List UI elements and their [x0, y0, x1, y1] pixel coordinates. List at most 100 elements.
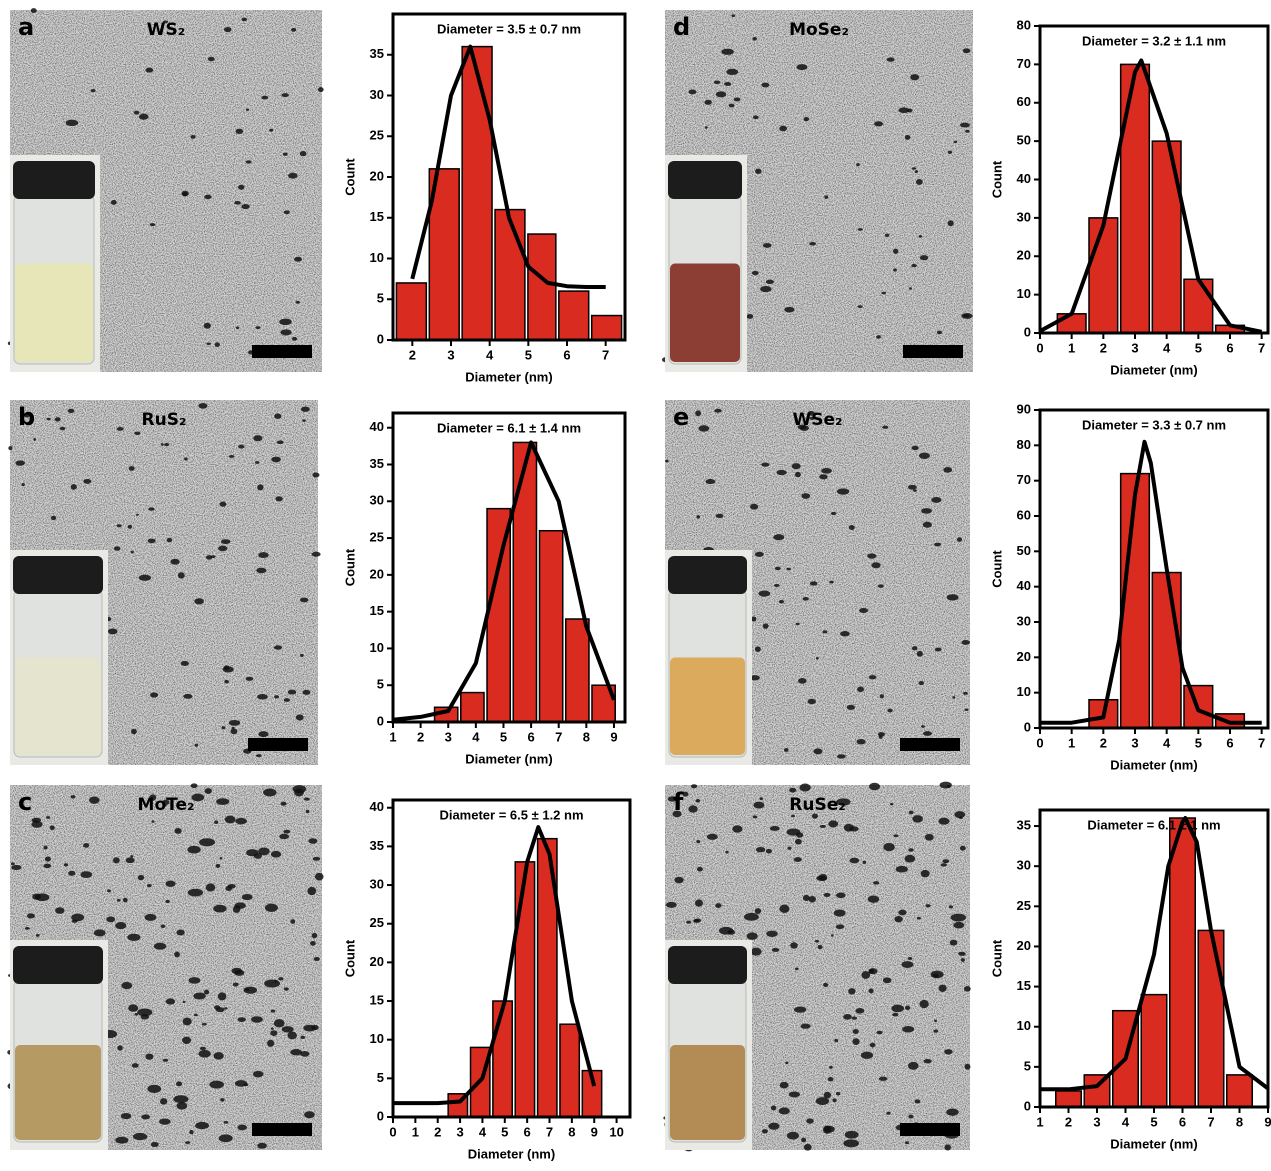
nanoparticle [752, 115, 759, 120]
nanoparticle [237, 1124, 247, 1131]
nanoparticle [313, 956, 320, 962]
nanoparticle [31, 817, 42, 823]
nanoparticle [35, 933, 40, 937]
nanoparticle [705, 479, 716, 485]
nanoparticle [147, 538, 156, 544]
nanoparticle [952, 696, 956, 699]
nanoparticle [867, 553, 877, 559]
nanoparticle [176, 1081, 183, 1087]
nanoparticle [794, 838, 802, 845]
nanoparticle [844, 1130, 859, 1139]
nanoparticle [819, 474, 828, 480]
nanoparticle [837, 754, 846, 759]
nanoparticle [193, 992, 206, 1000]
nanoparticle [833, 909, 846, 917]
nanoparticle [725, 850, 729, 854]
y-tick-label: 0 [377, 331, 384, 346]
vial-cap [13, 946, 103, 984]
nanoparticle [214, 1005, 221, 1010]
nanoparticle [836, 798, 851, 806]
nanoparticle [936, 330, 943, 335]
nanoparticle [299, 597, 309, 603]
nanoparticle [891, 1004, 905, 1013]
nanoparticle [823, 1091, 832, 1099]
nanoparticle [145, 67, 154, 73]
nanoparticle [713, 80, 721, 85]
nanoparticle [224, 26, 232, 33]
tem-image: f RuSe₂ [663, 781, 971, 1152]
nanoparticle [205, 883, 216, 892]
nanoparticle [283, 698, 291, 702]
panel-label: c [18, 788, 32, 816]
nanoparticle [311, 932, 318, 939]
nanoparticle [43, 863, 52, 869]
x-tick-label: 4 [1163, 340, 1171, 355]
y-tick-label: 50 [1017, 543, 1031, 558]
x-tick-label: 2 [1100, 340, 1107, 355]
nanoparticle [137, 1008, 153, 1017]
nanoparticle [146, 883, 152, 888]
nanoparticle [962, 48, 971, 54]
nanoparticle [849, 857, 860, 864]
nanoparticle [282, 152, 288, 156]
nanoparticle [264, 979, 281, 988]
material-label: WSe₂ [793, 410, 843, 430]
nanoparticle [815, 657, 819, 660]
nanoparticle [235, 326, 240, 330]
nanoparticle [311, 1024, 319, 1031]
nanoparticle [946, 1108, 959, 1116]
nanoparticle [30, 8, 37, 14]
nanoparticle [915, 179, 923, 185]
nanoparticle [241, 17, 248, 22]
nanoparticle [914, 170, 918, 174]
nanoparticle [919, 999, 929, 1009]
nanoparticle [241, 203, 250, 210]
nanoparticle [128, 466, 135, 471]
nanoparticle [300, 1035, 306, 1039]
nanoparticle [916, 916, 921, 920]
nanoparticle [312, 472, 320, 478]
nanoparticle [765, 279, 775, 285]
nanoparticle [834, 1038, 839, 1043]
fit-curve [392, 440, 616, 722]
histogram-bar [558, 290, 590, 341]
nanoparticle [182, 1000, 186, 1004]
x-tick-label: 2 [434, 1124, 441, 1139]
nanoparticle [213, 904, 227, 913]
material-label: RuSe₂ [789, 795, 845, 815]
nanoparticle [752, 815, 758, 819]
nanoparticle [795, 832, 804, 838]
nanoparticle [215, 863, 221, 868]
nanoparticle [241, 894, 253, 901]
nanoparticle [776, 469, 787, 476]
nanoparticle [116, 427, 124, 431]
nanoparticle [882, 977, 892, 984]
y-tick-label: 0 [1024, 1098, 1031, 1113]
nanoparticle [886, 1111, 891, 1115]
nanoparticle [754, 551, 764, 557]
nanoparticle [165, 899, 170, 904]
nanoparticle [300, 406, 310, 412]
nanoparticle [770, 1105, 777, 1111]
nanoparticle [836, 488, 850, 495]
nanoparticle [206, 342, 212, 346]
nanoparticle [856, 738, 866, 745]
nanoparticle [160, 924, 166, 928]
nanoparticle [944, 1144, 951, 1151]
nanoparticle [190, 135, 196, 139]
nanoparticle [947, 220, 954, 227]
nanoparticle [753, 801, 765, 809]
nanoparticle [63, 863, 69, 867]
nanoparticle [300, 653, 304, 657]
nanoparticle [794, 1006, 807, 1013]
nanoparticle [32, 893, 41, 900]
nanoparticle [134, 1012, 138, 1016]
nanoparticle [696, 515, 701, 519]
nanoparticle [746, 313, 754, 319]
nanoparticle [238, 184, 245, 190]
nanoparticle [852, 1029, 859, 1034]
nanoparticle [54, 417, 61, 422]
x-tick-label: 2 [1100, 735, 1107, 750]
material-label: RuS₂ [142, 410, 187, 430]
x-tick-label: 8 [1236, 1114, 1243, 1129]
